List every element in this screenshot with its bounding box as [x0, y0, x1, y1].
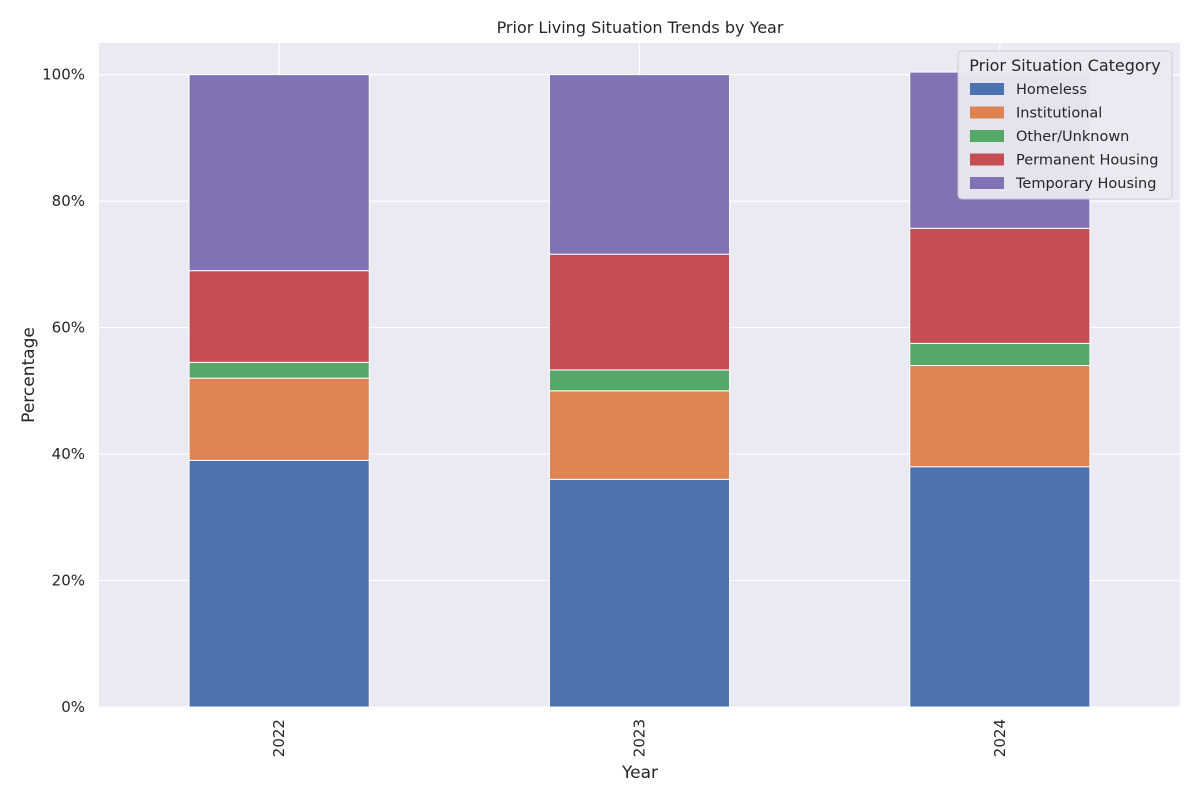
legend-swatch — [970, 106, 1004, 119]
bars — [188, 71, 1091, 708]
legend-label: Permanent Housing — [1016, 153, 1158, 169]
legend-frame — [957, 50, 1173, 200]
y-tick-label: 0% — [61, 698, 85, 716]
y-tick-label: 100% — [42, 66, 85, 84]
bar-homeless-2022 — [188, 459, 370, 708]
legend: Prior Situation Category Homeless Institu… — [957, 50, 1173, 200]
y-tick-label: 60% — [52, 319, 85, 337]
bar-permanent-housing-2024 — [909, 227, 1091, 344]
x-axis-title: Year — [621, 763, 658, 783]
bar-institutional-2023 — [548, 390, 731, 480]
x-tick-label: 2022 — [270, 719, 288, 757]
y-tick-label: 20% — [52, 572, 85, 590]
x-axis-ticks: 2022 2023 2024 — [270, 719, 1009, 757]
legend-swatch — [970, 153, 1004, 166]
bar-homeless-2024 — [909, 466, 1091, 708]
legend-label: Temporary Housing — [1015, 176, 1156, 192]
legend-label: Other/Unknown — [1016, 129, 1129, 145]
legend-swatch — [970, 83, 1004, 95]
x-tick-label: 2024 — [991, 719, 1009, 757]
legend-title: Prior Situation Category — [969, 56, 1160, 75]
y-axis-ticks: 0% 20% 40% 60% 80% 100% — [42, 66, 85, 716]
bar-other-unknown-2022 — [188, 361, 370, 379]
legend-swatch — [970, 177, 1004, 189]
y-tick-label: 40% — [52, 445, 85, 463]
y-tick-label: 80% — [52, 192, 85, 210]
chart-title: Prior Living Situation Trends by Year — [497, 18, 784, 37]
bar-temporary-housing-2022 — [188, 74, 370, 272]
bar-institutional-2022 — [188, 377, 370, 461]
bar-other-unknown-2023 — [548, 369, 731, 392]
bar-permanent-housing-2022 — [188, 270, 370, 363]
bar-institutional-2024 — [909, 365, 1091, 468]
legend-label: Homeless — [1016, 82, 1087, 98]
legend-label: Institutional — [1016, 106, 1102, 122]
bar-permanent-housing-2023 — [548, 253, 731, 371]
legend-swatch — [970, 130, 1004, 142]
bar-other-unknown-2024 — [909, 342, 1091, 367]
x-tick-label: 2023 — [631, 719, 649, 757]
y-axis-title: Percentage — [19, 327, 39, 423]
bar-homeless-2023 — [548, 478, 731, 708]
bar-temporary-housing-2023 — [548, 74, 731, 255]
